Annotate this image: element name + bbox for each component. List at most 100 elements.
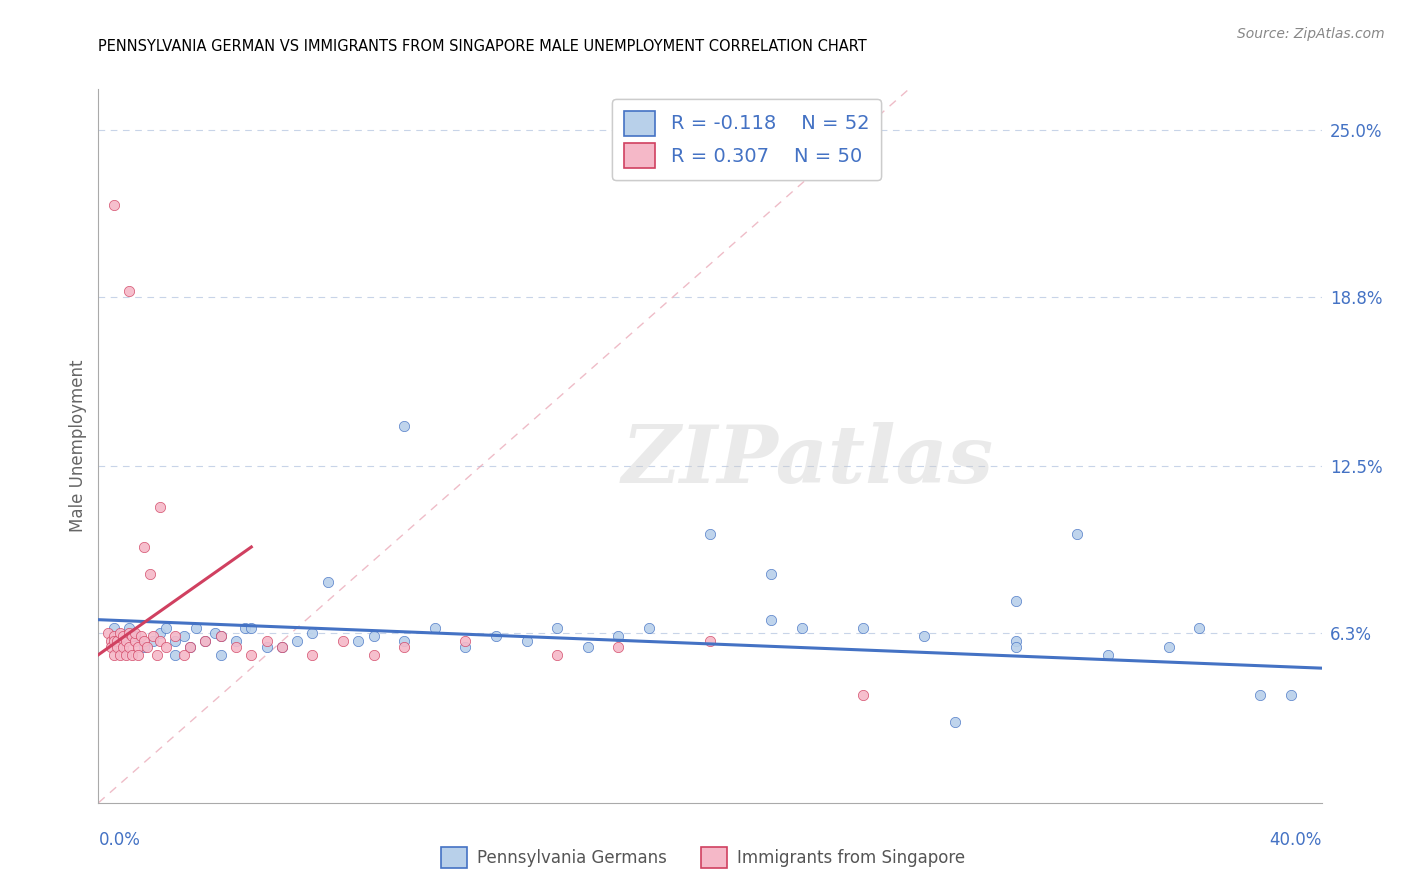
- Point: [105, 640, 128, 654]
- Text: PENNSYLVANIA GERMAN VS IMMIGRANTS FROM SINGAPORE MALE UNEMPLOYMENT CORRELATION C: PENNSYLVANIA GERMAN VS IMMIGRANTS FROM S…: [98, 38, 868, 54]
- Point: [637, 621, 661, 635]
- Point: [256, 640, 278, 654]
- Point: [270, 640, 292, 654]
- Point: [392, 634, 416, 648]
- Point: [179, 640, 201, 654]
- Point: [1066, 526, 1088, 541]
- Point: [118, 621, 141, 635]
- Point: [912, 629, 935, 643]
- Point: [790, 621, 813, 635]
- Point: [149, 626, 172, 640]
- Point: [852, 688, 875, 702]
- Point: [103, 648, 125, 662]
- Point: [270, 640, 292, 654]
- Point: [108, 648, 131, 662]
- Point: [1249, 688, 1271, 702]
- Legend: Pennsylvania Germans, Immigrants from Singapore: Pennsylvania Germans, Immigrants from Si…: [434, 840, 972, 875]
- Point: [256, 634, 278, 648]
- Point: [699, 634, 721, 648]
- Point: [1157, 640, 1180, 654]
- Point: [163, 629, 186, 643]
- Point: [347, 634, 370, 648]
- Point: [392, 640, 416, 654]
- Point: [546, 648, 568, 662]
- Text: Source: ZipAtlas.com: Source: ZipAtlas.com: [1237, 27, 1385, 41]
- Point: [1188, 621, 1211, 635]
- Point: [363, 648, 385, 662]
- Point: [134, 640, 156, 654]
- Point: [233, 621, 256, 635]
- Point: [1279, 688, 1302, 702]
- Point: [124, 629, 146, 643]
- Point: [103, 198, 125, 212]
- Y-axis label: Male Unemployment: Male Unemployment: [69, 359, 87, 533]
- Point: [134, 540, 156, 554]
- Point: [100, 640, 122, 654]
- Point: [127, 648, 149, 662]
- Point: [179, 640, 201, 654]
- Point: [1097, 648, 1119, 662]
- Point: [139, 566, 162, 581]
- Point: [173, 648, 195, 662]
- Point: [103, 634, 125, 648]
- Point: [124, 634, 146, 648]
- Point: [108, 626, 131, 640]
- Point: [118, 284, 141, 298]
- Point: [485, 629, 508, 643]
- Point: [607, 640, 630, 654]
- Point: [1004, 634, 1026, 648]
- Point: [155, 621, 177, 635]
- Point: [852, 621, 875, 635]
- Point: [1004, 640, 1026, 654]
- Point: [332, 634, 354, 648]
- Point: [759, 566, 782, 581]
- Point: [301, 648, 323, 662]
- Point: [111, 640, 134, 654]
- Point: [127, 640, 149, 654]
- Point: [97, 626, 120, 640]
- Point: [155, 640, 177, 654]
- Point: [225, 640, 247, 654]
- Point: [209, 629, 232, 643]
- Point: [118, 640, 141, 654]
- Point: [240, 621, 263, 635]
- Point: [186, 621, 208, 635]
- Point: [129, 629, 152, 643]
- Point: [204, 626, 226, 640]
- Point: [121, 629, 143, 643]
- Point: [943, 714, 966, 729]
- Point: [392, 418, 416, 433]
- Point: [225, 634, 247, 648]
- Point: [121, 648, 143, 662]
- Point: [115, 634, 138, 648]
- Point: [163, 648, 186, 662]
- Point: [516, 634, 538, 648]
- Point: [173, 629, 195, 643]
- Point: [124, 626, 146, 640]
- Point: [285, 634, 308, 648]
- Point: [194, 634, 217, 648]
- Point: [699, 526, 721, 541]
- Point: [454, 634, 477, 648]
- Point: [163, 634, 186, 648]
- Point: [134, 634, 156, 648]
- Point: [209, 629, 232, 643]
- Point: [149, 500, 172, 514]
- Point: [100, 634, 122, 648]
- Legend: R = -0.118    N = 52, R = 0.307    N = 50: R = -0.118 N = 52, R = 0.307 N = 50: [613, 99, 882, 180]
- Text: ZIPatlas: ZIPatlas: [621, 422, 994, 499]
- Point: [194, 634, 217, 648]
- Point: [145, 648, 167, 662]
- Point: [607, 629, 630, 643]
- Point: [1004, 594, 1026, 608]
- Point: [209, 648, 232, 662]
- Point: [759, 613, 782, 627]
- Point: [105, 634, 128, 648]
- Point: [363, 629, 385, 643]
- Point: [142, 634, 165, 648]
- Point: [115, 648, 138, 662]
- Point: [136, 640, 159, 654]
- Point: [118, 626, 141, 640]
- Point: [576, 640, 599, 654]
- Point: [142, 629, 165, 643]
